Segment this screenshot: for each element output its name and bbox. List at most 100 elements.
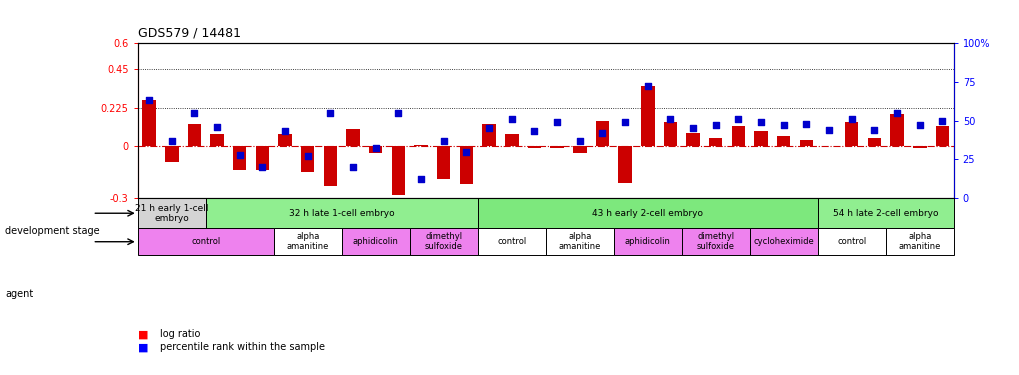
Text: log ratio: log ratio bbox=[160, 329, 201, 339]
Bar bbox=[618, 146, 631, 183]
Point bbox=[480, 125, 496, 131]
Bar bbox=[912, 146, 925, 148]
Text: aphidicolin: aphidicolin bbox=[353, 237, 398, 246]
Bar bbox=[573, 146, 586, 153]
Bar bbox=[477, 228, 545, 255]
Point bbox=[843, 116, 859, 122]
Point bbox=[503, 116, 520, 122]
Text: 43 h early 2-cell embryo: 43 h early 2-cell embryo bbox=[592, 209, 702, 218]
Bar bbox=[640, 86, 654, 146]
Text: dimethyl
sulfoxide: dimethyl sulfoxide bbox=[424, 232, 463, 251]
Point bbox=[752, 119, 768, 125]
Bar bbox=[817, 198, 953, 228]
Point bbox=[209, 124, 225, 130]
Bar bbox=[549, 146, 564, 148]
Text: alpha
amanitine: alpha amanitine bbox=[558, 232, 600, 251]
Text: percentile rank within the sample: percentile rank within the sample bbox=[160, 342, 325, 352]
Bar bbox=[681, 228, 749, 255]
Bar bbox=[482, 124, 495, 146]
Point bbox=[707, 122, 723, 128]
Text: alpha
amanitine: alpha amanitine bbox=[898, 232, 940, 251]
Bar bbox=[436, 146, 450, 179]
Point bbox=[684, 125, 700, 131]
Bar bbox=[613, 228, 681, 255]
Point bbox=[413, 176, 429, 182]
Text: 32 h late 1-cell embryo: 32 h late 1-cell embryo bbox=[288, 209, 394, 218]
Bar bbox=[663, 122, 677, 146]
Bar bbox=[817, 228, 884, 255]
Bar bbox=[504, 134, 518, 146]
Bar bbox=[595, 121, 608, 146]
Point bbox=[730, 116, 746, 122]
Point bbox=[141, 98, 157, 104]
Bar bbox=[890, 114, 903, 146]
Bar bbox=[867, 138, 880, 146]
Bar bbox=[273, 228, 341, 255]
Text: aphidicolin: aphidicolin bbox=[625, 237, 669, 246]
Bar bbox=[884, 228, 953, 255]
Bar bbox=[232, 146, 247, 171]
Text: ■: ■ bbox=[138, 342, 148, 352]
Text: development stage: development stage bbox=[5, 226, 100, 236]
Point bbox=[616, 119, 633, 125]
Bar bbox=[138, 228, 273, 255]
Bar bbox=[323, 146, 337, 186]
Bar bbox=[477, 198, 817, 228]
Point bbox=[526, 128, 542, 134]
Bar bbox=[165, 146, 178, 162]
Bar bbox=[731, 126, 745, 146]
Bar bbox=[391, 146, 405, 195]
Bar bbox=[799, 140, 812, 146]
Point bbox=[933, 118, 950, 124]
Bar bbox=[187, 124, 201, 146]
Bar bbox=[345, 129, 360, 146]
Point bbox=[254, 164, 270, 170]
Point bbox=[774, 122, 791, 128]
Point bbox=[571, 138, 587, 144]
Point bbox=[186, 110, 203, 116]
Point bbox=[344, 164, 361, 170]
Bar bbox=[708, 138, 721, 146]
Text: control: control bbox=[837, 237, 865, 246]
Point bbox=[276, 128, 292, 134]
Point bbox=[163, 138, 179, 144]
Point bbox=[594, 130, 610, 136]
Bar bbox=[256, 146, 269, 171]
Point bbox=[231, 152, 248, 157]
Text: agent: agent bbox=[5, 290, 34, 299]
Bar bbox=[527, 146, 541, 148]
Bar bbox=[545, 228, 613, 255]
Text: control: control bbox=[496, 237, 526, 246]
Bar bbox=[686, 133, 699, 146]
Point bbox=[548, 119, 565, 125]
Bar bbox=[753, 131, 767, 146]
Text: cycloheximide: cycloheximide bbox=[753, 237, 813, 246]
Point bbox=[458, 148, 474, 154]
Text: 54 h late 2-cell embryo: 54 h late 2-cell embryo bbox=[833, 209, 937, 218]
Bar bbox=[142, 100, 156, 146]
Point bbox=[300, 153, 316, 159]
Bar bbox=[844, 122, 858, 146]
Point bbox=[911, 122, 927, 128]
Bar bbox=[460, 146, 473, 184]
Text: control: control bbox=[191, 237, 220, 246]
Text: GDS579 / 14481: GDS579 / 14481 bbox=[138, 26, 240, 39]
Point bbox=[390, 110, 407, 116]
Bar bbox=[301, 146, 314, 172]
Bar bbox=[749, 228, 817, 255]
Point bbox=[888, 110, 904, 116]
Point bbox=[798, 121, 814, 127]
Bar bbox=[278, 134, 291, 146]
Text: alpha
amanitine: alpha amanitine bbox=[286, 232, 328, 251]
Point bbox=[435, 138, 451, 144]
Point bbox=[661, 116, 678, 122]
Bar bbox=[414, 145, 427, 146]
Text: 21 h early 1-cell
embryо: 21 h early 1-cell embryо bbox=[135, 204, 208, 223]
Point bbox=[865, 127, 881, 133]
Bar bbox=[138, 198, 206, 228]
Text: ■: ■ bbox=[138, 329, 148, 339]
Point bbox=[820, 127, 837, 133]
Point bbox=[639, 84, 655, 90]
Bar bbox=[369, 146, 382, 153]
Bar bbox=[934, 126, 949, 146]
